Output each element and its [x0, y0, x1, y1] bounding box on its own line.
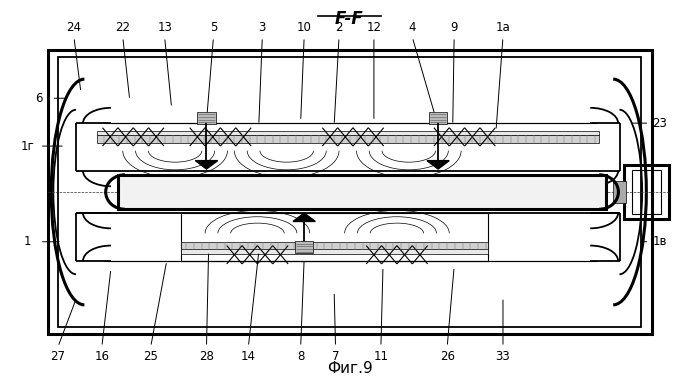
Text: 12: 12	[366, 21, 382, 34]
Text: 13: 13	[157, 21, 172, 34]
Bar	[118, 175, 606, 209]
Bar	[180, 249, 488, 254]
Bar	[97, 135, 599, 143]
Text: 24: 24	[66, 21, 82, 34]
Polygon shape	[195, 161, 217, 169]
Text: Фиг.9: Фиг.9	[326, 361, 373, 376]
Text: 4: 4	[408, 21, 416, 34]
Text: 23: 23	[652, 117, 668, 130]
Text: 1a: 1a	[496, 21, 510, 34]
Polygon shape	[293, 213, 315, 222]
Text: 9: 9	[450, 21, 458, 34]
Text: 3: 3	[259, 21, 266, 34]
Text: 8: 8	[297, 350, 304, 363]
Text: 33: 33	[496, 350, 510, 363]
Text: 1: 1	[24, 235, 31, 248]
Bar	[613, 180, 626, 204]
Text: 26: 26	[440, 350, 454, 363]
Text: 22: 22	[115, 21, 130, 34]
Text: F-F: F-F	[335, 10, 364, 28]
Text: 7: 7	[332, 350, 339, 363]
Text: 11: 11	[373, 350, 389, 363]
Text: 1в: 1в	[653, 235, 667, 248]
Bar	[48, 50, 651, 334]
Text: 27: 27	[50, 350, 66, 363]
Text: 10: 10	[296, 21, 312, 34]
Text: 25: 25	[143, 350, 158, 363]
Text: 2: 2	[336, 21, 343, 34]
Text: 16: 16	[94, 350, 109, 363]
Text: 1г: 1г	[20, 140, 34, 152]
Bar	[97, 131, 599, 135]
Bar	[180, 242, 488, 250]
Bar	[58, 57, 641, 327]
Bar	[197, 112, 215, 124]
Text: 28: 28	[199, 350, 214, 363]
Text: 14: 14	[241, 350, 256, 363]
Polygon shape	[427, 161, 449, 169]
Text: 6: 6	[36, 92, 43, 105]
Bar	[632, 170, 661, 214]
Bar	[180, 213, 488, 261]
Bar	[429, 112, 447, 124]
Bar	[295, 241, 313, 253]
Bar	[624, 165, 669, 219]
Text: 5: 5	[210, 21, 217, 34]
